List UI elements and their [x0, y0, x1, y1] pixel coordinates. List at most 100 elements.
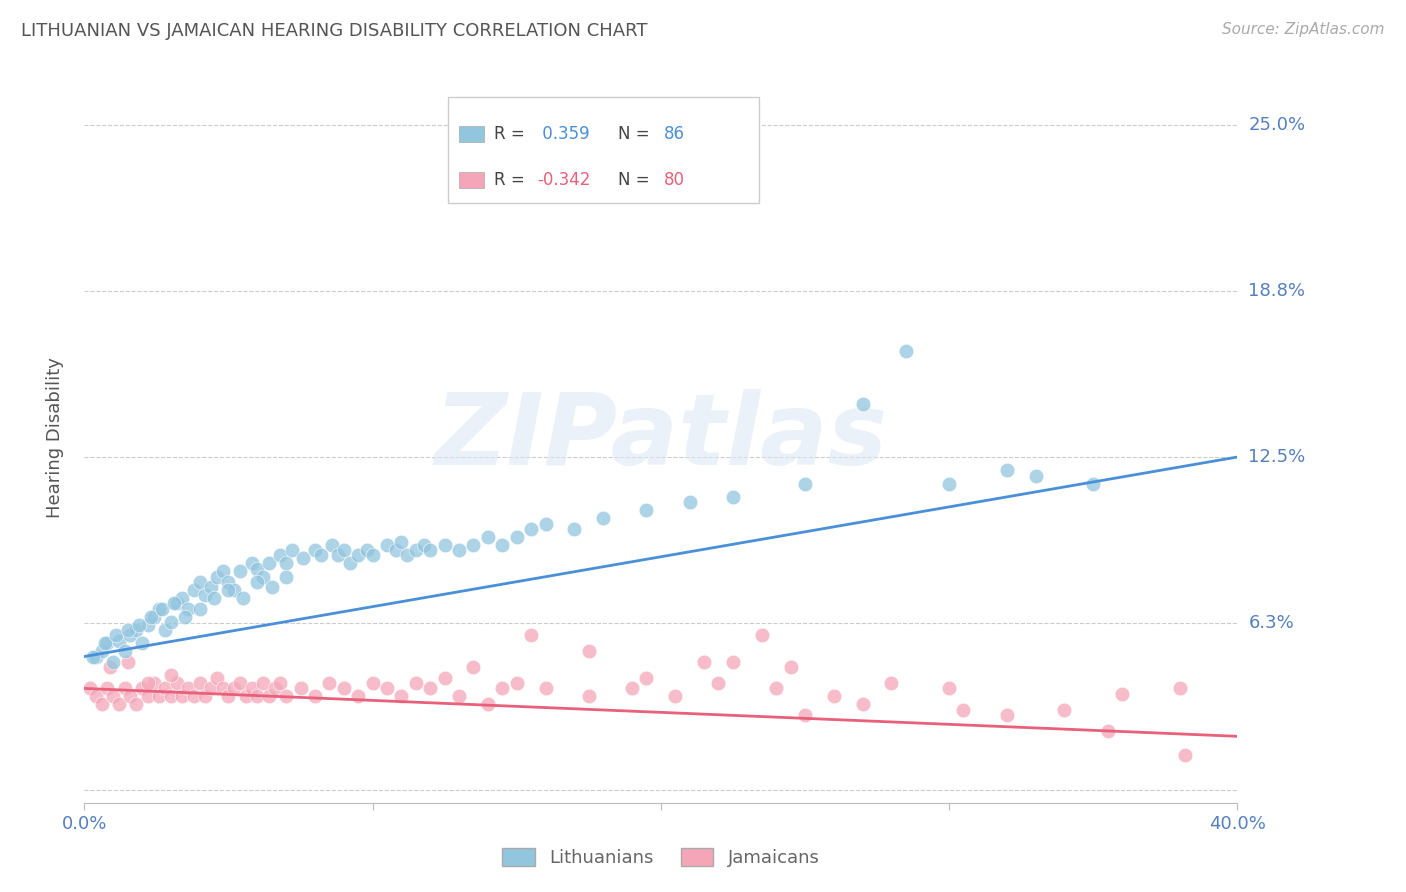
Text: R =: R = — [494, 170, 530, 189]
Point — [246, 690, 269, 704]
Point — [229, 565, 252, 579]
Point — [200, 580, 222, 594]
Point — [751, 628, 773, 642]
Point — [413, 538, 436, 552]
Point — [117, 655, 139, 669]
Text: 0.359: 0.359 — [537, 125, 591, 143]
Point — [1168, 681, 1191, 696]
Point — [172, 690, 194, 704]
Point — [995, 463, 1018, 477]
Point — [136, 690, 159, 704]
Point — [183, 582, 205, 597]
Point — [166, 596, 188, 610]
Point — [463, 660, 485, 674]
Point — [114, 681, 136, 696]
Point — [405, 676, 427, 690]
Point — [205, 671, 228, 685]
Point — [477, 698, 499, 712]
Point — [794, 708, 817, 723]
Point — [592, 511, 614, 525]
Point — [290, 681, 312, 696]
Point — [160, 615, 183, 629]
Point — [211, 681, 233, 696]
Point — [114, 644, 136, 658]
Point — [375, 681, 398, 696]
Point — [150, 601, 173, 615]
Point — [188, 601, 211, 615]
Point — [852, 698, 875, 712]
Point — [98, 660, 121, 674]
Point — [721, 655, 744, 669]
Point — [463, 538, 485, 552]
Point — [224, 681, 246, 696]
Point — [252, 570, 274, 584]
Point — [252, 676, 274, 690]
Point — [211, 565, 233, 579]
Point — [125, 623, 148, 637]
Point — [339, 557, 361, 571]
Point — [1025, 468, 1047, 483]
Point — [263, 681, 285, 696]
Point — [183, 690, 205, 704]
Point — [166, 676, 188, 690]
Text: N =: N = — [619, 125, 655, 143]
Point — [384, 543, 406, 558]
Point — [90, 698, 112, 712]
Text: 6.3%: 6.3% — [1249, 615, 1294, 632]
Point — [894, 343, 917, 358]
Point — [177, 601, 200, 615]
Text: ZIPatlas: ZIPatlas — [434, 389, 887, 485]
Point — [257, 557, 280, 571]
Point — [1174, 747, 1197, 762]
Point — [396, 549, 419, 563]
Point — [128, 617, 150, 632]
Point — [333, 681, 356, 696]
Y-axis label: Hearing Disability: Hearing Disability — [45, 357, 63, 517]
Point — [520, 628, 543, 642]
Point — [240, 681, 263, 696]
Text: 25.0%: 25.0% — [1249, 116, 1306, 134]
Point — [520, 522, 543, 536]
Point — [318, 676, 340, 690]
Point — [333, 543, 356, 558]
Point — [419, 543, 441, 558]
Point — [153, 681, 176, 696]
Point — [321, 538, 343, 552]
Point — [361, 676, 384, 690]
Point — [93, 636, 115, 650]
Point — [235, 690, 257, 704]
Point — [163, 596, 186, 610]
Point — [491, 681, 513, 696]
Point — [125, 698, 148, 712]
Point — [506, 530, 529, 544]
Point — [246, 562, 269, 576]
Text: 86: 86 — [664, 125, 685, 143]
Point — [194, 588, 217, 602]
Point — [375, 538, 398, 552]
Point — [84, 690, 107, 704]
Point — [276, 557, 298, 571]
Point — [218, 690, 240, 704]
Point — [148, 690, 170, 704]
Point — [84, 649, 107, 664]
Point — [347, 549, 370, 563]
Text: 18.8%: 18.8% — [1249, 282, 1305, 300]
Point — [90, 644, 112, 658]
Point — [779, 660, 801, 674]
Point — [174, 609, 197, 624]
Point — [707, 676, 730, 690]
Point — [304, 543, 326, 558]
Point — [952, 703, 974, 717]
Point — [276, 690, 298, 704]
Point — [188, 575, 211, 590]
Point — [721, 490, 744, 504]
Point — [1083, 476, 1105, 491]
Point — [326, 549, 349, 563]
Point — [108, 633, 131, 648]
Point — [477, 530, 499, 544]
Point — [578, 644, 600, 658]
Bar — [460, 126, 485, 142]
Point — [120, 690, 142, 704]
Point — [347, 690, 370, 704]
Point — [636, 671, 658, 685]
